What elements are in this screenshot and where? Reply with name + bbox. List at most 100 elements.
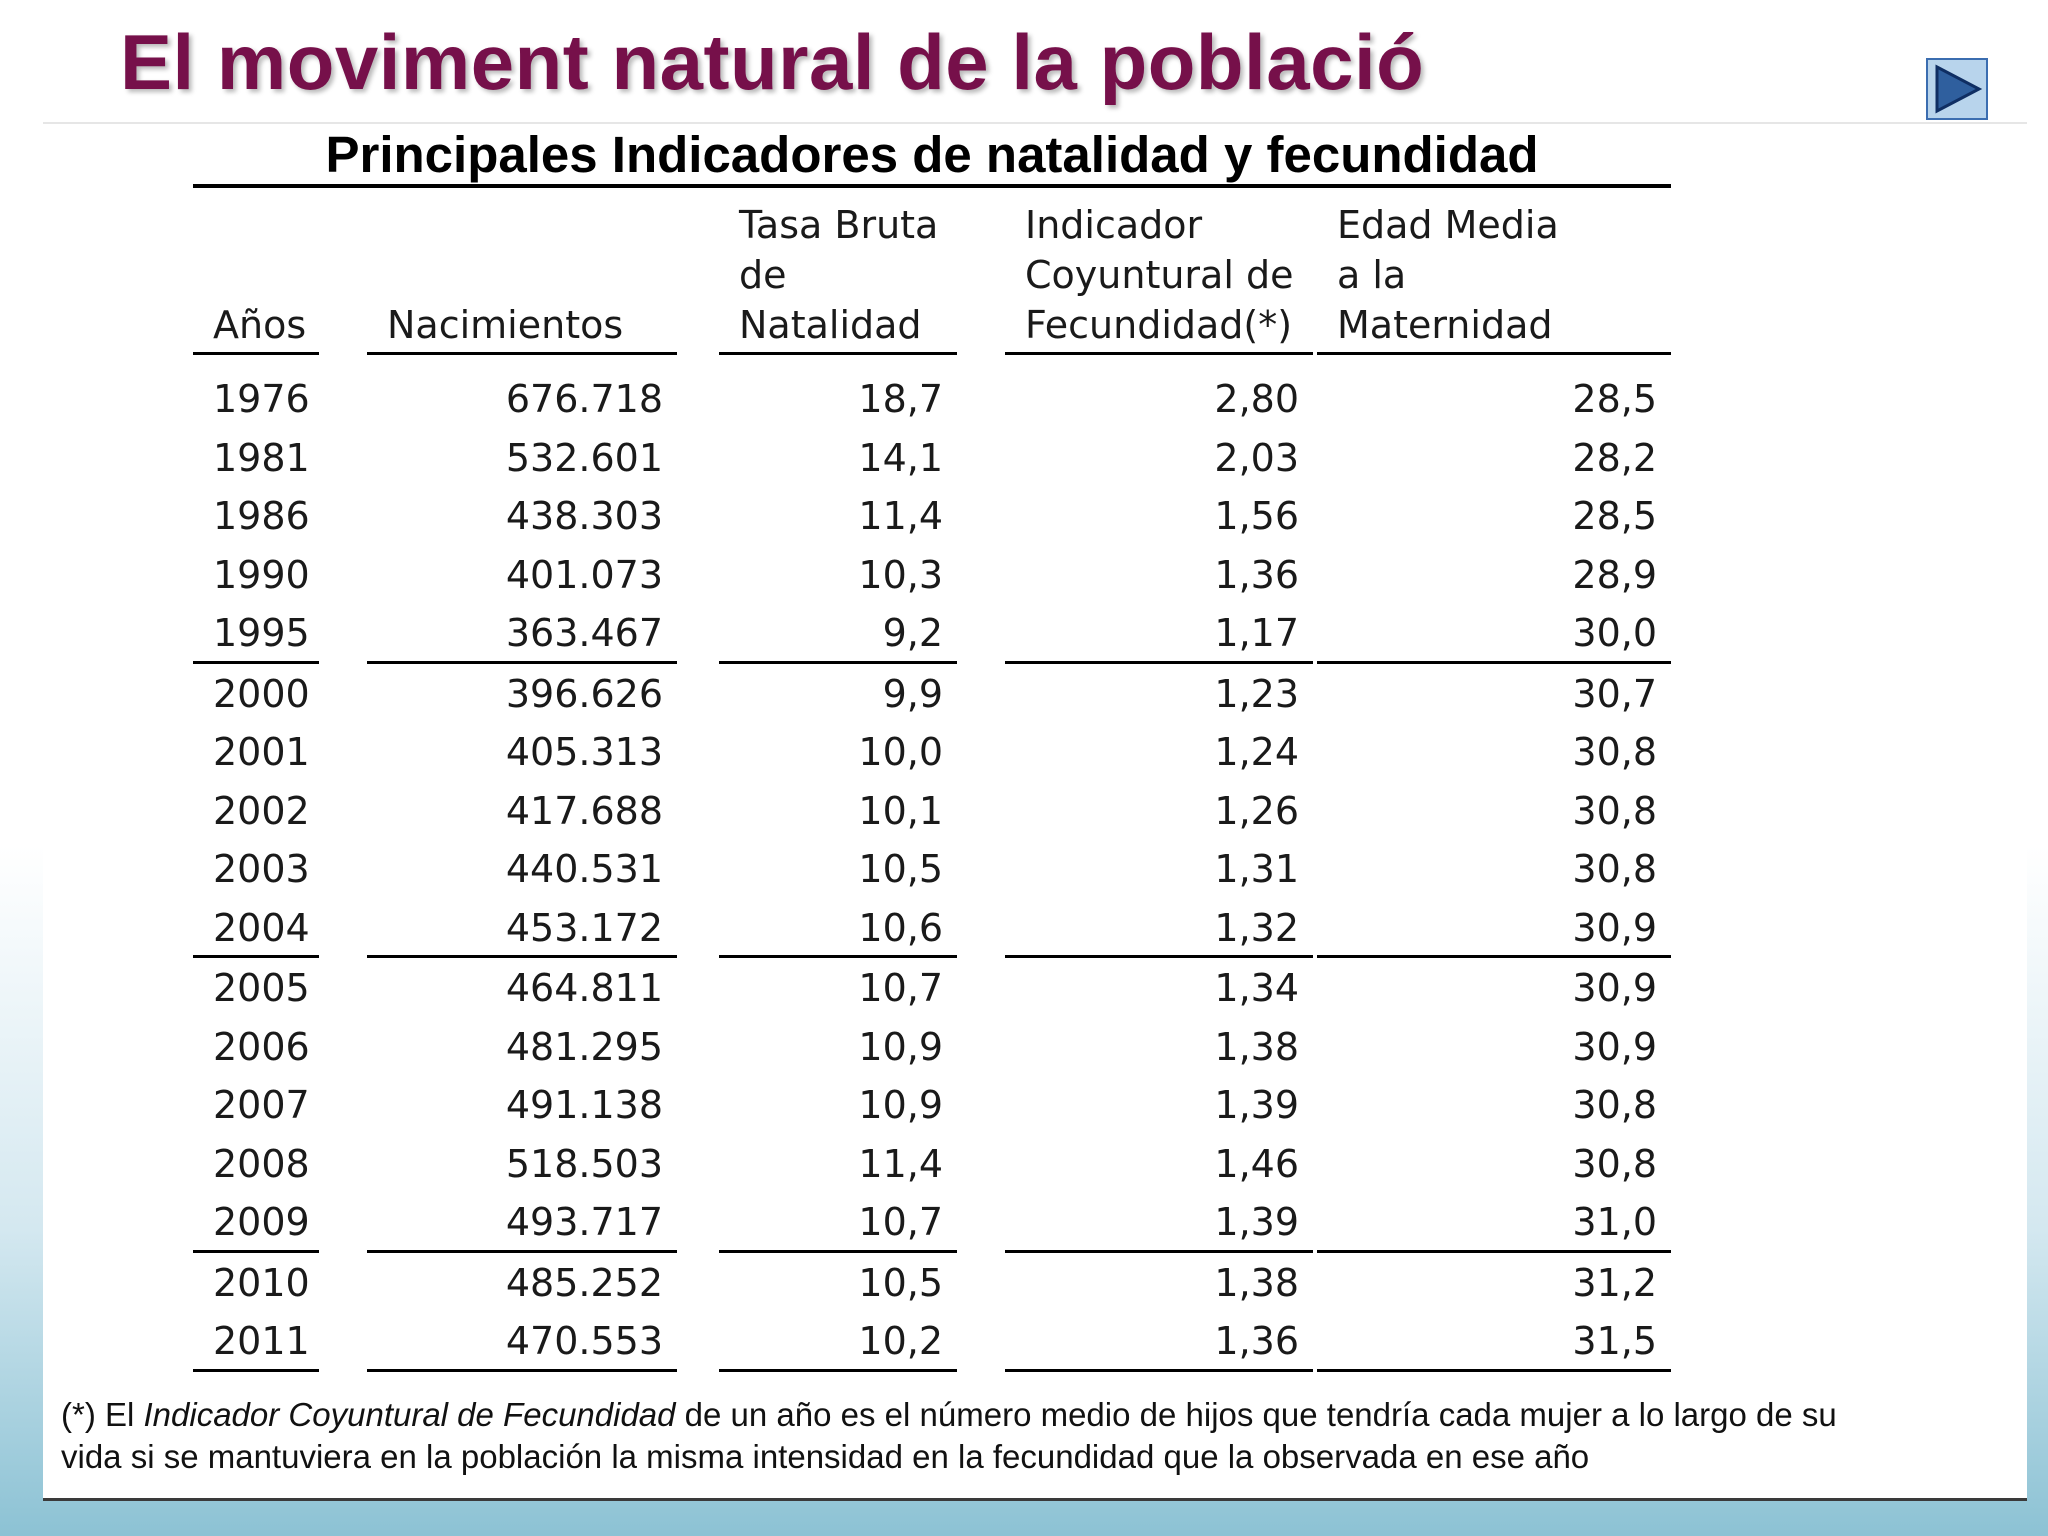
table-row: 2001 405.313 10,0 1,24 30,8 [193,723,1671,781]
table-row: 2009 493.717 10,7 1,39 31,0 [193,1193,1671,1251]
col-mother-age-cell: 30,9 [1572,966,1657,1010]
col-fertility-cell: 1,46 [1214,1141,1299,1186]
table-bottom-rule [367,1368,677,1372]
header-line: Natalidad [739,303,922,347]
col-fertility-cell: 1,24 [1214,730,1299,774]
col-birth-rate-cell: 11,4 [858,494,943,538]
table-bottom-rule [719,1368,957,1372]
table-row: 2010 485.252 10,5 1,38 31,2 [193,1254,1671,1312]
col-years-cell: 1981 [213,435,310,480]
group-separator [1317,660,1671,664]
col-years-cell: 1976 [213,377,310,421]
col-years-cell: 1986 [213,494,310,538]
col-mother-age-cell: 30,9 [1572,905,1657,950]
col-births-cell: 440.531 [505,847,663,891]
group-separator [1005,955,1313,958]
col-years-cell: 1990 [213,552,310,597]
table-row: 2005 464.811 10,7 1,34 30,9 [193,959,1671,1017]
col-years-cell: 2003 [213,847,310,891]
table-row: 1976 676.718 18,7 2,80 28,5 [193,370,1671,428]
footnote-line-2: vida si se mantuviera en la población la… [61,1438,1590,1475]
col-birth-rate-cell: 10,5 [858,1260,943,1305]
col-mother-age-cell: 31,0 [1572,1200,1657,1244]
col-births-cell: 491.138 [505,1083,663,1127]
table-row: 1995 363.467 9,2 1,17 30,0 [193,604,1671,662]
table-row: 2006 481.295 10,9 1,38 30,9 [193,1018,1671,1076]
col-mother-age-cell: 31,5 [1572,1319,1657,1363]
header-underline [719,352,957,355]
group-separator [1005,1249,1313,1253]
col-fertility-cell: 1,34 [1214,966,1299,1010]
table-row: 1986 438.303 11,4 1,56 28,5 [193,487,1671,545]
col-births-cell: 493.717 [505,1200,663,1244]
group-separator [1317,955,1671,958]
col-birth-rate-cell: 9,2 [882,611,943,655]
slide-title: El moviment natural de la població [120,18,1425,106]
col-years-cell: 2007 [213,1083,310,1127]
col-births-cell: 676.718 [505,377,663,421]
group-separator [1005,660,1313,664]
header-line: Indicador [1025,203,1203,247]
group-separator [719,1249,957,1253]
table-row: 2002 417.688 10,1 1,26 30,8 [193,782,1671,840]
col-births-cell: 438.303 [505,494,663,538]
footnote-term: Indicador Coyuntural de Fecundidad [143,1396,676,1433]
header-underline [193,352,319,355]
col-years-header: Años [213,198,306,350]
col-mother-age-header: Edad Media a la Maternidad [1337,198,1559,350]
footnote-rest: de un año es el número medio de hijos qu… [675,1396,1837,1433]
header-underline [1317,352,1671,355]
footnote: (*) El Indicador Coyuntural de Fecundida… [61,1394,2011,1478]
col-birth-rate-cell: 10,0 [858,730,943,774]
table-row: 1981 532.601 14,1 2,03 28,2 [193,429,1671,487]
col-fertility-cell: 1,31 [1214,847,1299,891]
col-years-cell: 2000 [213,671,310,716]
col-birth-rate-cell: 10,3 [858,552,943,597]
col-mother-age-cell: 30,9 [1572,1024,1657,1069]
col-years-cell: 2006 [213,1024,310,1069]
col-mother-age-cell: 28,9 [1572,552,1657,597]
col-fertility-header: Indicador Coyuntural de Fecundidad(*) [1025,198,1293,350]
col-mother-age-cell: 30,0 [1572,611,1657,655]
col-mother-age-cell: 28,5 [1572,494,1657,538]
col-mother-age-cell: 31,2 [1572,1260,1657,1305]
next-slide-button[interactable] [1926,58,1988,120]
col-births-cell: 405.313 [505,730,663,774]
table-title: Principales Indicadores de natalidad y f… [193,126,1671,188]
col-years-cell: 2011 [213,1319,310,1363]
col-years-cell: 2004 [213,905,310,950]
table-bottom-rule [193,1368,319,1372]
col-years-cell: 2001 [213,730,310,774]
col-birth-rate-cell: 11,4 [858,1141,943,1186]
col-mother-age-cell: 28,2 [1572,435,1657,480]
col-years-cell: 2005 [213,966,310,1010]
col-years-cell: 2008 [213,1141,310,1186]
play-next-icon [1935,64,1983,114]
col-mother-age-cell: 28,5 [1572,377,1657,421]
col-fertility-cell: 1,17 [1214,611,1299,655]
col-birth-rate-cell: 10,7 [858,966,943,1010]
col-birth-rate-header: Tasa Bruta de Natalidad [739,198,938,350]
col-births-cell: 518.503 [505,1141,663,1186]
header-underline [367,352,677,355]
group-separator [367,660,677,664]
group-separator [367,1249,677,1253]
table-bottom-rule [1005,1368,1313,1372]
col-births-cell: 363.467 [505,611,663,655]
col-fertility-cell: 2,03 [1214,435,1299,480]
col-birth-rate-cell: 10,9 [858,1083,943,1127]
table-row: 2011 470.553 10,2 1,36 31,5 [193,1312,1671,1370]
header-line: Maternidad [1337,303,1553,347]
col-years-cell: 2009 [213,1200,310,1244]
group-separator [193,1249,319,1253]
col-years-cell: 1995 [213,611,310,655]
col-births-cell: 485.252 [505,1260,663,1305]
group-separator [1317,1249,1671,1253]
col-births-cell: 453.172 [505,905,663,950]
table-row: 2000 396.626 9,9 1,23 30,7 [193,665,1671,723]
col-birth-rate-cell: 14,1 [858,435,943,480]
table-row: 2004 453.172 10,6 1,32 30,9 [193,899,1671,957]
col-fertility-cell: 1,38 [1214,1024,1299,1069]
col-births-cell: 464.811 [505,966,663,1010]
col-fertility-cell: 1,38 [1214,1260,1299,1305]
